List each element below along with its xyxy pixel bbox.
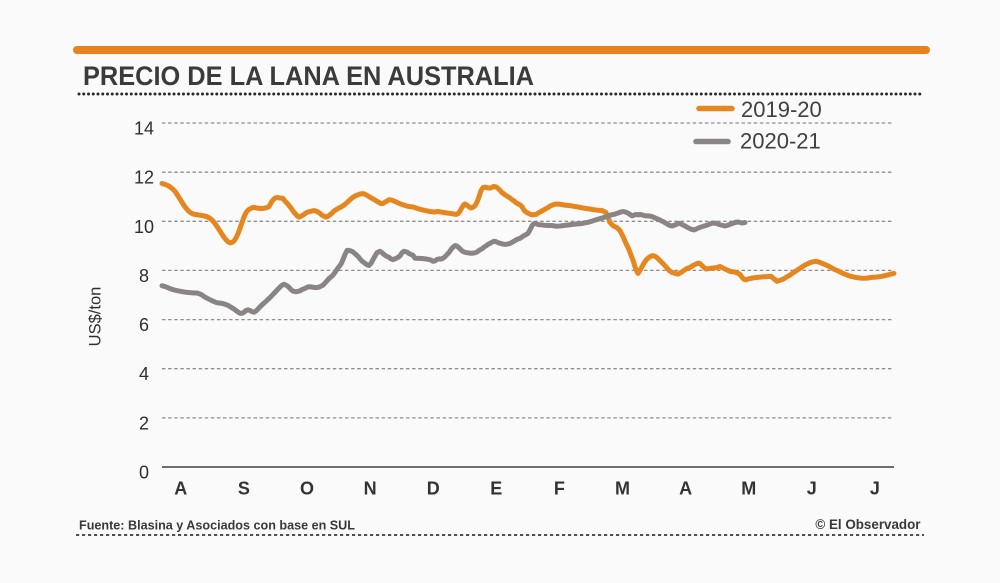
svg-text:A: A (174, 479, 187, 499)
svg-text:14: 14 (134, 119, 154, 139)
svg-text:D: D (427, 479, 440, 499)
svg-text:M: M (741, 479, 756, 499)
svg-text:J: J (870, 479, 880, 499)
svg-text:4: 4 (139, 364, 149, 384)
svg-text:N: N (364, 479, 377, 499)
svg-text:O: O (300, 479, 314, 499)
svg-text:0: 0 (139, 463, 149, 483)
svg-text:12: 12 (134, 168, 154, 188)
svg-text:PRECIO DE LA LANA EN AUSTRALIA: PRECIO DE LA LANA EN AUSTRALIA (83, 61, 534, 91)
svg-text:6: 6 (139, 315, 149, 335)
svg-text:S: S (238, 479, 250, 499)
svg-text:F: F (554, 479, 565, 499)
svg-text:© El Observador: © El Observador (815, 517, 921, 532)
svg-text:10: 10 (134, 217, 154, 237)
svg-text:2: 2 (139, 413, 149, 433)
svg-text:US$/ton: US$/ton (87, 287, 105, 347)
svg-text:8: 8 (139, 266, 149, 286)
svg-text:M: M (615, 479, 630, 499)
svg-text:2020-21: 2020-21 (740, 129, 821, 154)
svg-text:E: E (490, 479, 502, 499)
svg-text:2019-20: 2019-20 (741, 97, 822, 122)
svg-text:A: A (679, 479, 692, 499)
svg-text:J: J (807, 479, 817, 499)
svg-text:Fuente: Blasina y Asociados co: Fuente: Blasina y Asociados con base en … (79, 519, 355, 533)
